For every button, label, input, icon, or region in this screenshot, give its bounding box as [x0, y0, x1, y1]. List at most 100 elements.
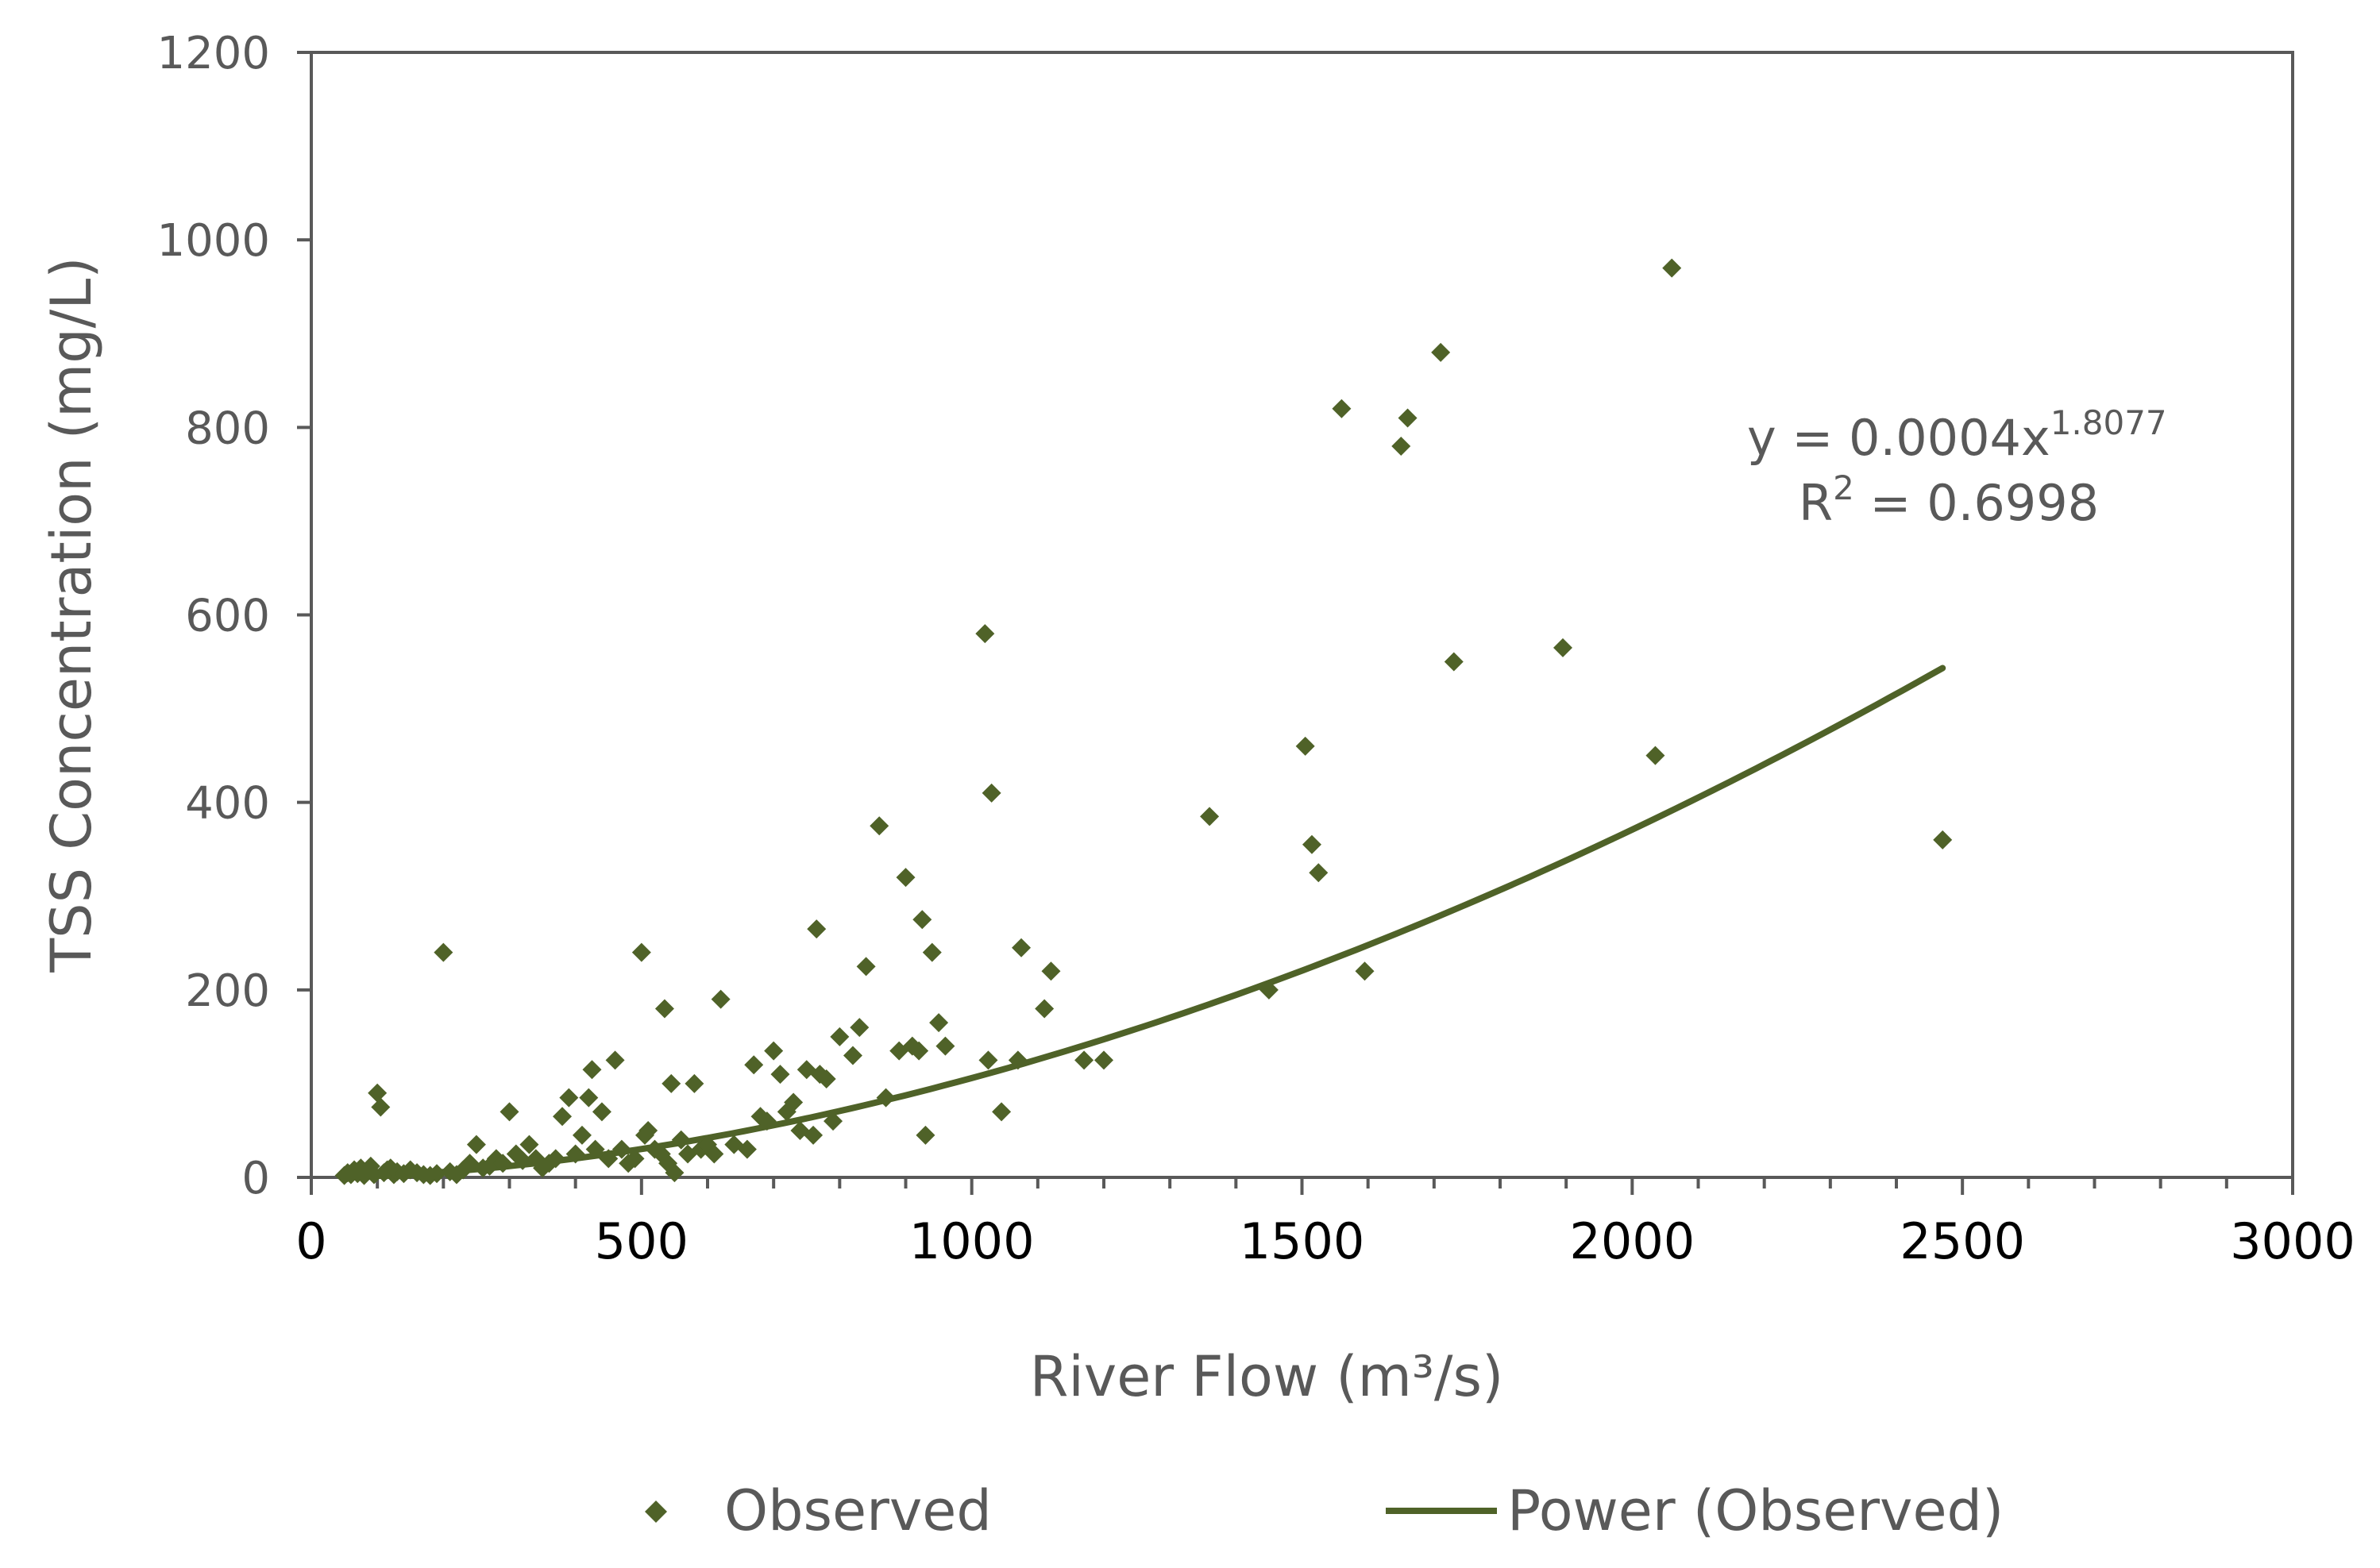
observed-point [546, 1149, 565, 1169]
observed-point [572, 1125, 592, 1145]
r2-exponent: 2 [1833, 468, 1854, 507]
observed-point [638, 1120, 658, 1140]
observed-point [744, 1055, 764, 1075]
observed-point [992, 1102, 1012, 1122]
observed-point [565, 1144, 585, 1164]
x-tick-label: 1000 [909, 1212, 1035, 1270]
observed-point [625, 1149, 645, 1169]
observed-point [579, 1088, 599, 1108]
equation-base: y = 0.0004x [1747, 409, 2050, 467]
observed-point [804, 1125, 824, 1145]
observed-point [1431, 342, 1451, 362]
observed-point [599, 1149, 619, 1169]
x-tick-label: 0 [295, 1212, 326, 1270]
observed-point [711, 989, 731, 1009]
observed-point [434, 942, 453, 962]
observed-point [1074, 1050, 1094, 1070]
observed-point [843, 1046, 862, 1065]
observed-point [553, 1107, 573, 1127]
observed-point [611, 1139, 631, 1159]
legend-power-label: Power (Observed) [1507, 1478, 2004, 1543]
r2-value: = 0.6998 [1854, 474, 2099, 532]
observed-point [1933, 830, 1953, 849]
observed-point [737, 1139, 757, 1159]
x-tick-label: 500 [595, 1212, 689, 1270]
observed-point [500, 1102, 519, 1122]
observed-point [665, 1163, 685, 1183]
y-axis-title: TSS Concentration (mg/L) [39, 256, 104, 973]
observed-point [929, 1013, 949, 1033]
y-tick-label: 1200 [156, 28, 270, 79]
observed-point [830, 1027, 850, 1046]
observed-point [1391, 436, 1411, 456]
observed-point [982, 783, 1001, 803]
observed-point [1398, 408, 1418, 428]
observed-point [394, 1164, 414, 1184]
observed-point [1035, 999, 1055, 1019]
observed-point [704, 1144, 724, 1164]
observed-point [922, 942, 942, 962]
r2-base: R [1799, 474, 1833, 532]
legend-observed-marker [645, 1501, 667, 1523]
observed-point [493, 1154, 513, 1173]
observed-point [1662, 258, 1682, 278]
observed-point [371, 1097, 391, 1117]
observed-point [1444, 652, 1464, 672]
observed-point [1355, 961, 1375, 981]
observed-point [1309, 863, 1329, 883]
observed-point [757, 1111, 777, 1131]
observed-point [876, 1088, 896, 1108]
observed-point [784, 1092, 804, 1112]
observed-point [466, 1135, 486, 1154]
observed-point [427, 1164, 447, 1184]
observed-point [856, 957, 876, 977]
observed-point [912, 910, 932, 930]
equation-exponent: 1.8077 [2050, 403, 2167, 442]
observed-point [916, 1125, 935, 1145]
y-axis-ticks: 0 200 400 600 800 1000 1200 [156, 28, 311, 1204]
observed-point [1332, 399, 1352, 418]
plot-area [310, 51, 2294, 1179]
observed-point [1302, 834, 1321, 854]
x-axis-ticks: 0 500 1000 1500 2000 2500 3000 [295, 1177, 2355, 1270]
observed-point [582, 1060, 602, 1080]
observed-point [1645, 745, 1665, 765]
observed-point [824, 1111, 843, 1131]
observed-point [764, 1041, 784, 1061]
scatter-points [334, 258, 1953, 1185]
y-tick-label: 600 [185, 591, 270, 642]
legend: Observed Power (Observed) [645, 1478, 2004, 1543]
observed-point [1295, 736, 1315, 756]
observed-point [1008, 1050, 1028, 1070]
observed-point [1041, 961, 1061, 981]
observed-point [592, 1102, 611, 1122]
observed-point [631, 942, 651, 962]
observed-point [368, 1083, 388, 1103]
observed-point [850, 1018, 870, 1038]
y-tick-label: 200 [185, 965, 270, 1017]
observed-point [935, 1036, 955, 1056]
observed-point [654, 999, 674, 1019]
y-tick-label: 0 [241, 1153, 270, 1204]
observed-point [1094, 1050, 1113, 1070]
observed-point [870, 816, 889, 836]
observed-point [1012, 938, 1032, 957]
observed-point [975, 624, 995, 644]
observed-point [896, 868, 916, 888]
observed-point [816, 1069, 836, 1089]
r-squared-label: R2 = 0.6998 [1799, 468, 2099, 532]
observed-point [605, 1050, 625, 1070]
y-tick-label: 1000 [156, 215, 270, 267]
observed-point [807, 919, 827, 939]
observed-point [585, 1139, 605, 1159]
observed-point [671, 1130, 691, 1150]
observed-point [519, 1135, 539, 1154]
y-tick-label: 800 [185, 403, 270, 454]
observed-point [1553, 638, 1573, 657]
x-tick-label: 3000 [2230, 1212, 2355, 1270]
observed-point [1200, 807, 1220, 826]
legend-observed-label: Observed [724, 1478, 992, 1543]
observed-point [685, 1073, 704, 1093]
observed-point [662, 1073, 681, 1093]
